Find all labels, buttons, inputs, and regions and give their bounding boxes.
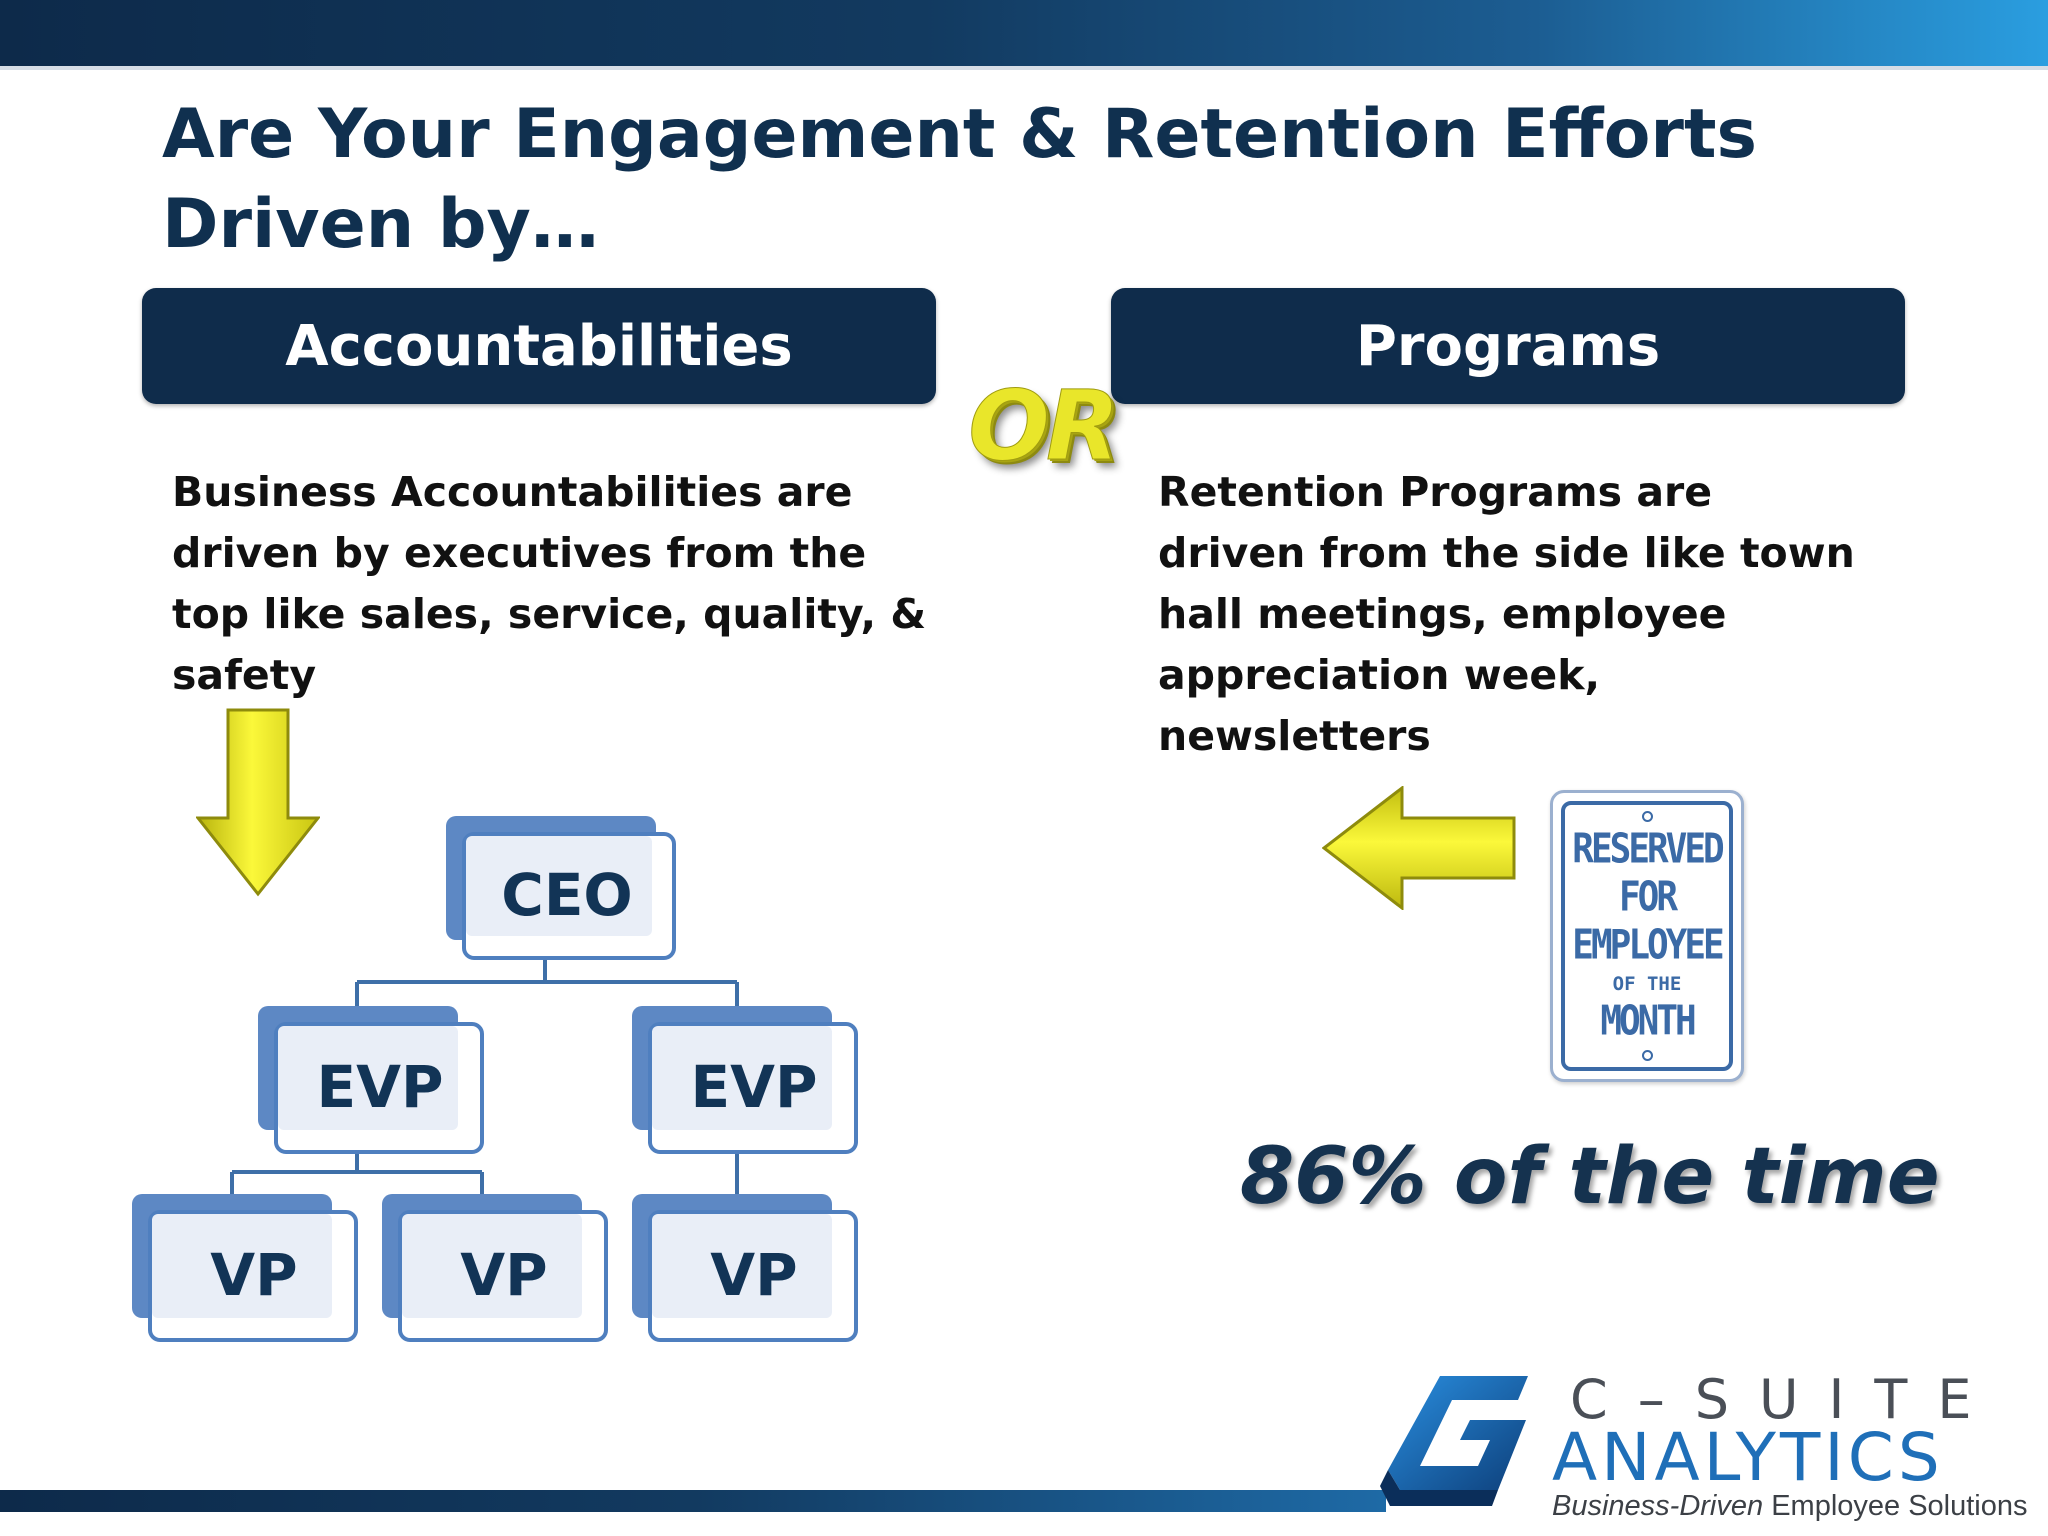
slide-title: Are Your Engagement & Retention Efforts … — [162, 95, 1757, 264]
sign-line-employee: EMPLOYEE — [1572, 921, 1724, 969]
down-arrow-icon — [196, 708, 320, 897]
vp-node-2: VP — [382, 1194, 608, 1342]
company-logo: C–SUITE ANALYTICS Business-Driven Employ… — [1380, 1368, 2040, 1522]
logo-tagline-rest: Employee Solutions — [1763, 1490, 2028, 1522]
logo-tagline-italic: Business-Driven — [1552, 1490, 1764, 1522]
logo-analytics-text: ANALYTICS — [1552, 1419, 1944, 1496]
evp-left-node: EVP — [258, 1006, 484, 1154]
programs-description: Retention Programs are driven from the s… — [1158, 468, 1855, 760]
org-chart: CEO EVP EVP VP VP VP — [132, 816, 858, 1342]
sign-hole-top — [1641, 811, 1653, 822]
sign-panel: RESERVED FOR EMPLOYEE OF THE MONTH — [1561, 801, 1733, 1071]
sign-line-for: FOR — [1618, 873, 1678, 921]
or-label: OR — [968, 370, 1121, 482]
logo-tagline: Business-Driven Employee Solutions — [1552, 1490, 2028, 1522]
programs-header: Programs — [1111, 288, 1905, 404]
logo-csuite-text: C–SUITE — [1570, 1368, 2002, 1431]
accountabilities-header: Accountabilities — [142, 288, 936, 404]
accountabilities-description: Business Accountabilities are driven by … — [172, 468, 927, 699]
ceo-node: CEO — [446, 816, 676, 960]
reserved-parking-sign: RESERVED FOR EMPLOYEE OF THE MONTH — [1550, 790, 1744, 1082]
sign-line-reserved: RESERVED — [1572, 825, 1724, 873]
vp-node-1: VP — [132, 1194, 358, 1342]
top-banner — [0, 0, 2048, 70]
bottom-banner — [0, 1490, 1386, 1512]
sign-hole-bottom — [1641, 1050, 1653, 1061]
vp-2-label: VP — [460, 1241, 547, 1309]
evp-right-node: EVP — [632, 1006, 858, 1154]
vp-1-label: VP — [210, 1241, 297, 1309]
evp-left-label: EVP — [316, 1053, 443, 1121]
vp-node-3: VP — [632, 1194, 858, 1342]
sign-line-month: MONTH — [1600, 997, 1696, 1045]
ceo-label: CEO — [501, 861, 633, 929]
c-suite-logo-icon — [1380, 1376, 1528, 1506]
evp-right-label: EVP — [690, 1053, 817, 1121]
left-arrow-icon — [1322, 786, 1516, 910]
statistic-text: 86% of the time — [1240, 1132, 1940, 1222]
vp-3-label: VP — [710, 1241, 797, 1309]
sign-line-of-the: OF THE — [1612, 973, 1682, 995]
